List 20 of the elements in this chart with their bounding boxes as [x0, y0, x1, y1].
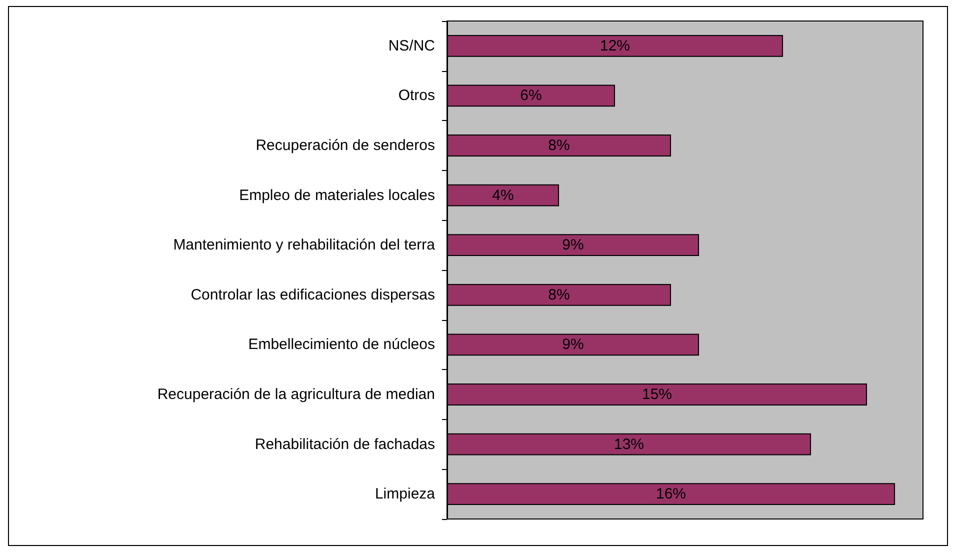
- data-label: 6%: [520, 87, 542, 104]
- y-tick-label: Recuperación de la agricultura de median: [157, 386, 435, 403]
- y-tick-label: Embellecimiento de núcleos: [248, 336, 435, 354]
- y-tick-label: NS/NC: [388, 37, 436, 54]
- y-tick-label: Controlar las edificaciones dispersas: [190, 286, 435, 304]
- y-tick-label: Rehabilitación de fachadas: [254, 436, 435, 453]
- data-label: 16%: [656, 486, 686, 503]
- data-label: 8%: [548, 286, 570, 304]
- data-label: 4%: [492, 186, 514, 204]
- y-tick-label: Empleo de materiales locales: [239, 186, 435, 204]
- y-tick-label: Mantenimiento y rehabilitación del terra: [173, 236, 436, 254]
- y-tick-label: Limpieza: [374, 486, 436, 503]
- data-label: 12%: [600, 37, 630, 54]
- data-label: 15%: [642, 386, 672, 403]
- data-label: 13%: [614, 436, 644, 453]
- y-tick-label: Recuperación de senderos: [256, 137, 435, 154]
- data-label: 8%: [548, 137, 570, 154]
- data-label: 9%: [562, 236, 584, 254]
- data-label: 9%: [562, 336, 584, 354]
- y-tick-label: Otros: [398, 87, 435, 104]
